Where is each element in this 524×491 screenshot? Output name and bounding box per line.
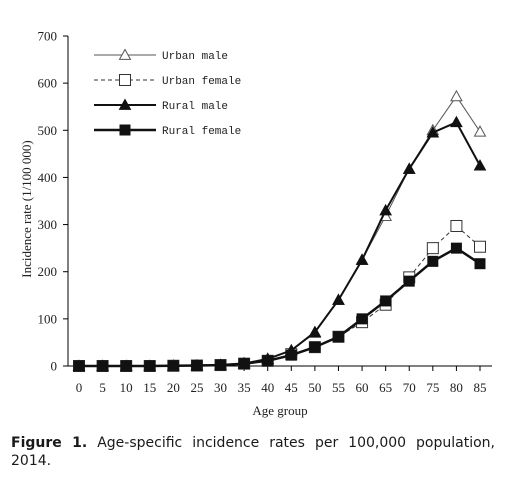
- data-point: [473, 125, 487, 137]
- data-point: [426, 126, 440, 138]
- x-tick-label: 80: [450, 380, 463, 395]
- y-tick-label: 300: [38, 217, 58, 232]
- data-point: [262, 355, 274, 367]
- x-tick-label: 85: [474, 380, 487, 395]
- data-point: [474, 258, 486, 270]
- x-axis-title: Age group: [252, 403, 307, 418]
- legend-item-rural-female: Rural female: [94, 124, 241, 138]
- chart-axes: 0 100 200 300 400 500 600 700 0 5 10 15 20 25 30 35 40 45…: [38, 29, 492, 395]
- legend-marker: [119, 124, 131, 136]
- series-rural-male: [72, 115, 487, 371]
- legend-label: Urban female: [162, 76, 241, 88]
- y-tick-label: 100: [38, 311, 58, 326]
- y-tick-label: 0: [51, 359, 58, 374]
- series-line: [79, 95, 481, 367]
- x-tick-label: 5: [99, 380, 106, 395]
- legend-label: Rural male: [162, 101, 228, 113]
- data-point: [450, 115, 463, 128]
- data-point: [215, 359, 227, 371]
- data-point: [356, 313, 368, 325]
- x-tick-label: 40: [261, 380, 274, 395]
- y-tick-label: 200: [38, 264, 58, 279]
- legend-item-urban-male: Urban male: [94, 48, 228, 63]
- chart-legend: Urban male Urban female Rural male Rural fe…: [94, 48, 241, 138]
- legend-label: Urban male: [162, 51, 228, 63]
- data-point: [473, 159, 487, 171]
- x-tick-label: 60: [356, 380, 369, 395]
- legend-label: Rural female: [162, 126, 241, 138]
- legend-item-urban-female: Urban female: [94, 74, 241, 88]
- data-point: [97, 360, 109, 372]
- legend-marker: [118, 48, 132, 60]
- series-line: [79, 225, 481, 367]
- data-point: [167, 360, 179, 372]
- x-tick-label: 55: [332, 380, 345, 395]
- data-point: [308, 325, 322, 337]
- legend-marker: [119, 74, 131, 86]
- data-point: [474, 240, 486, 253]
- y-tick-label: 400: [38, 170, 58, 185]
- chart-series: [72, 89, 487, 372]
- data-point: [191, 360, 203, 372]
- line-chart: 0 100 200 300 400 500 600 700 0 5 10 15 20 25 30 35 40 45…: [19, 29, 492, 418]
- legend-marker: [118, 98, 132, 110]
- x-tick-label: 50: [308, 380, 321, 395]
- series-rural-female: [73, 242, 486, 372]
- data-point: [73, 360, 85, 372]
- data-point: [402, 162, 416, 174]
- series-urban-male: [72, 89, 487, 371]
- data-point: [355, 253, 369, 265]
- data-point: [285, 349, 297, 361]
- x-tick-label: 0: [76, 380, 83, 395]
- data-point: [238, 358, 250, 370]
- y-axis-title: Incidence rate (1/100 000): [19, 140, 34, 278]
- series-line: [79, 246, 481, 368]
- data-point: [403, 275, 415, 287]
- x-tick-label: 10: [120, 380, 133, 395]
- data-point: [380, 295, 392, 307]
- data-point: [450, 89, 463, 102]
- data-point: [426, 242, 439, 255]
- data-point: [332, 331, 344, 343]
- x-tick-label: 65: [379, 380, 392, 395]
- x-tick-label: 45: [285, 380, 298, 395]
- series-urban-female: [73, 219, 486, 372]
- x-tick-label: 75: [426, 380, 439, 395]
- series-line: [79, 121, 481, 367]
- data-point: [379, 203, 392, 216]
- x-tick-label: 20: [167, 380, 180, 395]
- x-tick-label: 70: [403, 380, 416, 395]
- x-tick-label: 15: [143, 380, 156, 395]
- figure-caption-text: Age-specific incidence rates per 100,000…: [11, 435, 495, 469]
- data-point: [120, 360, 132, 372]
- legend-item-rural-male: Rural male: [94, 98, 228, 113]
- y-tick-label: 700: [38, 29, 58, 44]
- data-point: [450, 219, 463, 232]
- x-tick-label: 30: [214, 380, 227, 395]
- data-point: [332, 293, 345, 305]
- y-tick-label: 600: [38, 76, 58, 91]
- data-point: [427, 255, 439, 267]
- x-tick-label: 35: [238, 380, 251, 395]
- y-tick-label: 500: [38, 123, 58, 138]
- figure-caption: Figure 1. Age-specific incidence rates p…: [11, 434, 495, 470]
- data-point: [144, 360, 156, 372]
- x-tick-label: 25: [190, 380, 203, 395]
- figure-caption-lead: Figure 1.: [11, 435, 88, 451]
- data-point: [450, 242, 462, 254]
- data-point: [309, 341, 321, 353]
